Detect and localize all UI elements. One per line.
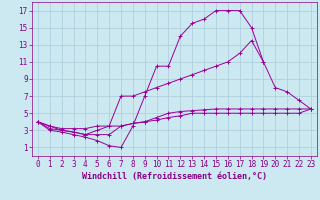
X-axis label: Windchill (Refroidissement éolien,°C): Windchill (Refroidissement éolien,°C) xyxy=(82,172,267,181)
